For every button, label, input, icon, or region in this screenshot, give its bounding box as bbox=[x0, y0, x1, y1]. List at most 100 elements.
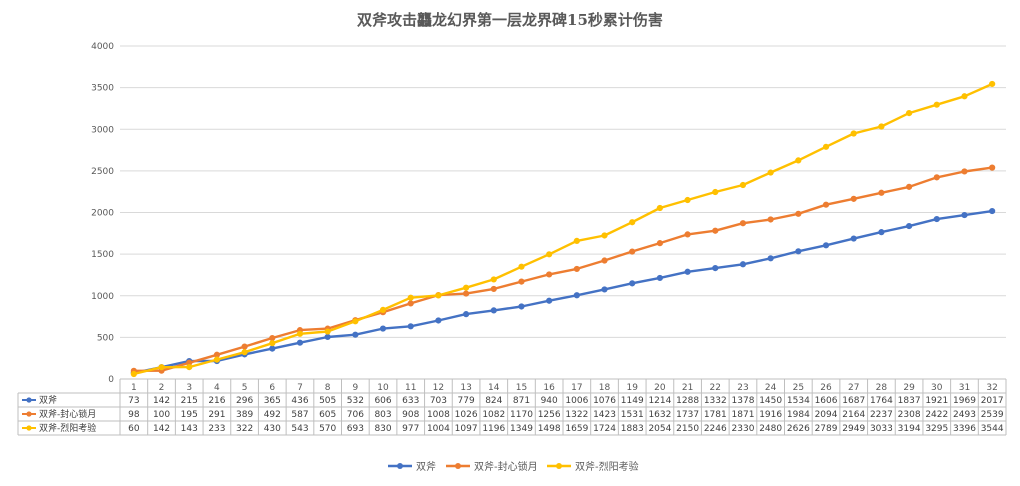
data-point bbox=[795, 248, 802, 255]
data-label: 492 bbox=[264, 410, 281, 420]
data-label: 532 bbox=[347, 396, 364, 406]
data-point bbox=[905, 183, 913, 190]
data-point bbox=[629, 280, 636, 287]
data-point bbox=[739, 181, 747, 189]
y-tick-label: 3500 bbox=[91, 84, 114, 94]
data-point bbox=[518, 303, 525, 310]
x-tick-label: 29 bbox=[903, 383, 915, 393]
data-point bbox=[158, 364, 165, 371]
data-label: 2949 bbox=[842, 424, 865, 434]
data-label: 3544 bbox=[981, 424, 1004, 434]
data-point bbox=[546, 251, 553, 258]
data-point bbox=[573, 237, 580, 244]
data-point bbox=[241, 349, 248, 356]
data-point bbox=[767, 255, 774, 262]
data-label: 322 bbox=[236, 424, 253, 434]
data-label: 2054 bbox=[648, 424, 671, 434]
data-label: 233 bbox=[208, 424, 225, 434]
data-point bbox=[462, 311, 470, 318]
data-label: 1450 bbox=[759, 396, 782, 406]
data-label: 2246 bbox=[704, 424, 727, 434]
y-tick-label: 0 bbox=[108, 375, 114, 385]
chart-title: 双斧攻击龘龙幻界第一层龙界碑15秒累计伤害 bbox=[357, 11, 663, 29]
x-tick-label: 22 bbox=[710, 383, 721, 393]
data-label: 98 bbox=[128, 410, 140, 420]
data-point bbox=[961, 211, 968, 219]
data-point bbox=[989, 164, 996, 171]
y-tick-label: 3000 bbox=[91, 125, 114, 135]
legend-key-marker bbox=[455, 463, 461, 469]
x-tick-label: 27 bbox=[848, 383, 859, 393]
data-table: 1 2 3 4 5 6 7 8 9 10 11 12 13 14 15 16 17 18 19 20 21 22 23 24 2… bbox=[17, 378, 1007, 436]
x-tick-label: 6 bbox=[269, 383, 275, 393]
data-point bbox=[324, 328, 331, 335]
data-point bbox=[933, 174, 940, 181]
data-label: 1196 bbox=[482, 424, 505, 434]
data-point bbox=[573, 265, 580, 273]
y-tick-label: 2000 bbox=[91, 209, 114, 219]
x-tick-label: 31 bbox=[959, 383, 970, 393]
data-label: 977 bbox=[402, 424, 419, 434]
data-label: 1423 bbox=[593, 410, 616, 420]
data-label: 143 bbox=[181, 424, 198, 434]
x-tick-label: 25 bbox=[793, 383, 804, 393]
plot-area bbox=[130, 80, 996, 378]
data-point bbox=[878, 189, 885, 196]
data-point bbox=[518, 263, 525, 270]
data-point bbox=[490, 276, 497, 283]
data-point bbox=[629, 248, 636, 255]
legend-label: 双斧-封心锁月 bbox=[474, 460, 538, 473]
data-label: 1170 bbox=[510, 410, 533, 420]
x-tick-label: 19 bbox=[626, 383, 638, 393]
data-point bbox=[379, 306, 387, 314]
data-label: 606 bbox=[374, 396, 391, 406]
data-label: 1534 bbox=[787, 396, 810, 406]
data-label: 1659 bbox=[565, 424, 588, 434]
data-point bbox=[684, 231, 691, 238]
data-point bbox=[601, 286, 608, 293]
data-point bbox=[822, 201, 830, 208]
data-point bbox=[767, 169, 774, 176]
data-point bbox=[933, 101, 940, 108]
data-label: 1687 bbox=[842, 396, 865, 406]
table-legend-key-marker bbox=[26, 397, 32, 403]
data-label: 1781 bbox=[704, 410, 727, 420]
data-label: 1531 bbox=[621, 410, 644, 420]
data-point bbox=[462, 290, 470, 297]
data-point bbox=[656, 204, 664, 212]
x-tick-label: 14 bbox=[488, 383, 500, 393]
data-point bbox=[352, 331, 359, 338]
data-label: 195 bbox=[181, 410, 198, 420]
x-tick-label: 1 bbox=[131, 383, 137, 393]
data-label: 216 bbox=[208, 396, 225, 406]
data-point bbox=[269, 334, 276, 342]
x-tick-label: 8 bbox=[325, 383, 331, 393]
data-label: 215 bbox=[181, 396, 198, 406]
data-label: 1349 bbox=[510, 424, 533, 434]
data-label: 1969 bbox=[953, 396, 976, 406]
data-label: 296 bbox=[236, 396, 253, 406]
data-point bbox=[989, 207, 996, 215]
data-label: 1082 bbox=[482, 410, 505, 420]
data-label: 1837 bbox=[898, 396, 921, 406]
x-tick-label: 5 bbox=[242, 383, 248, 393]
data-label: 1921 bbox=[925, 396, 948, 406]
data-label: 830 bbox=[374, 424, 391, 434]
data-label: 2539 bbox=[981, 410, 1004, 420]
data-label: 2150 bbox=[676, 424, 699, 434]
data-label: 3033 bbox=[870, 424, 893, 434]
data-label: 100 bbox=[153, 410, 170, 420]
data-label: 1378 bbox=[732, 396, 755, 406]
data-point bbox=[269, 345, 276, 352]
data-point bbox=[822, 242, 830, 249]
data-label: 3194 bbox=[898, 424, 921, 434]
data-point bbox=[407, 300, 414, 307]
data-label: 291 bbox=[208, 410, 225, 420]
data-label: 142 bbox=[153, 396, 170, 406]
data-label: 2626 bbox=[787, 424, 810, 434]
legend-key-marker bbox=[397, 463, 403, 469]
data-point bbox=[324, 333, 331, 341]
data-point bbox=[822, 143, 830, 150]
data-point bbox=[518, 278, 525, 285]
data-point bbox=[546, 297, 553, 304]
